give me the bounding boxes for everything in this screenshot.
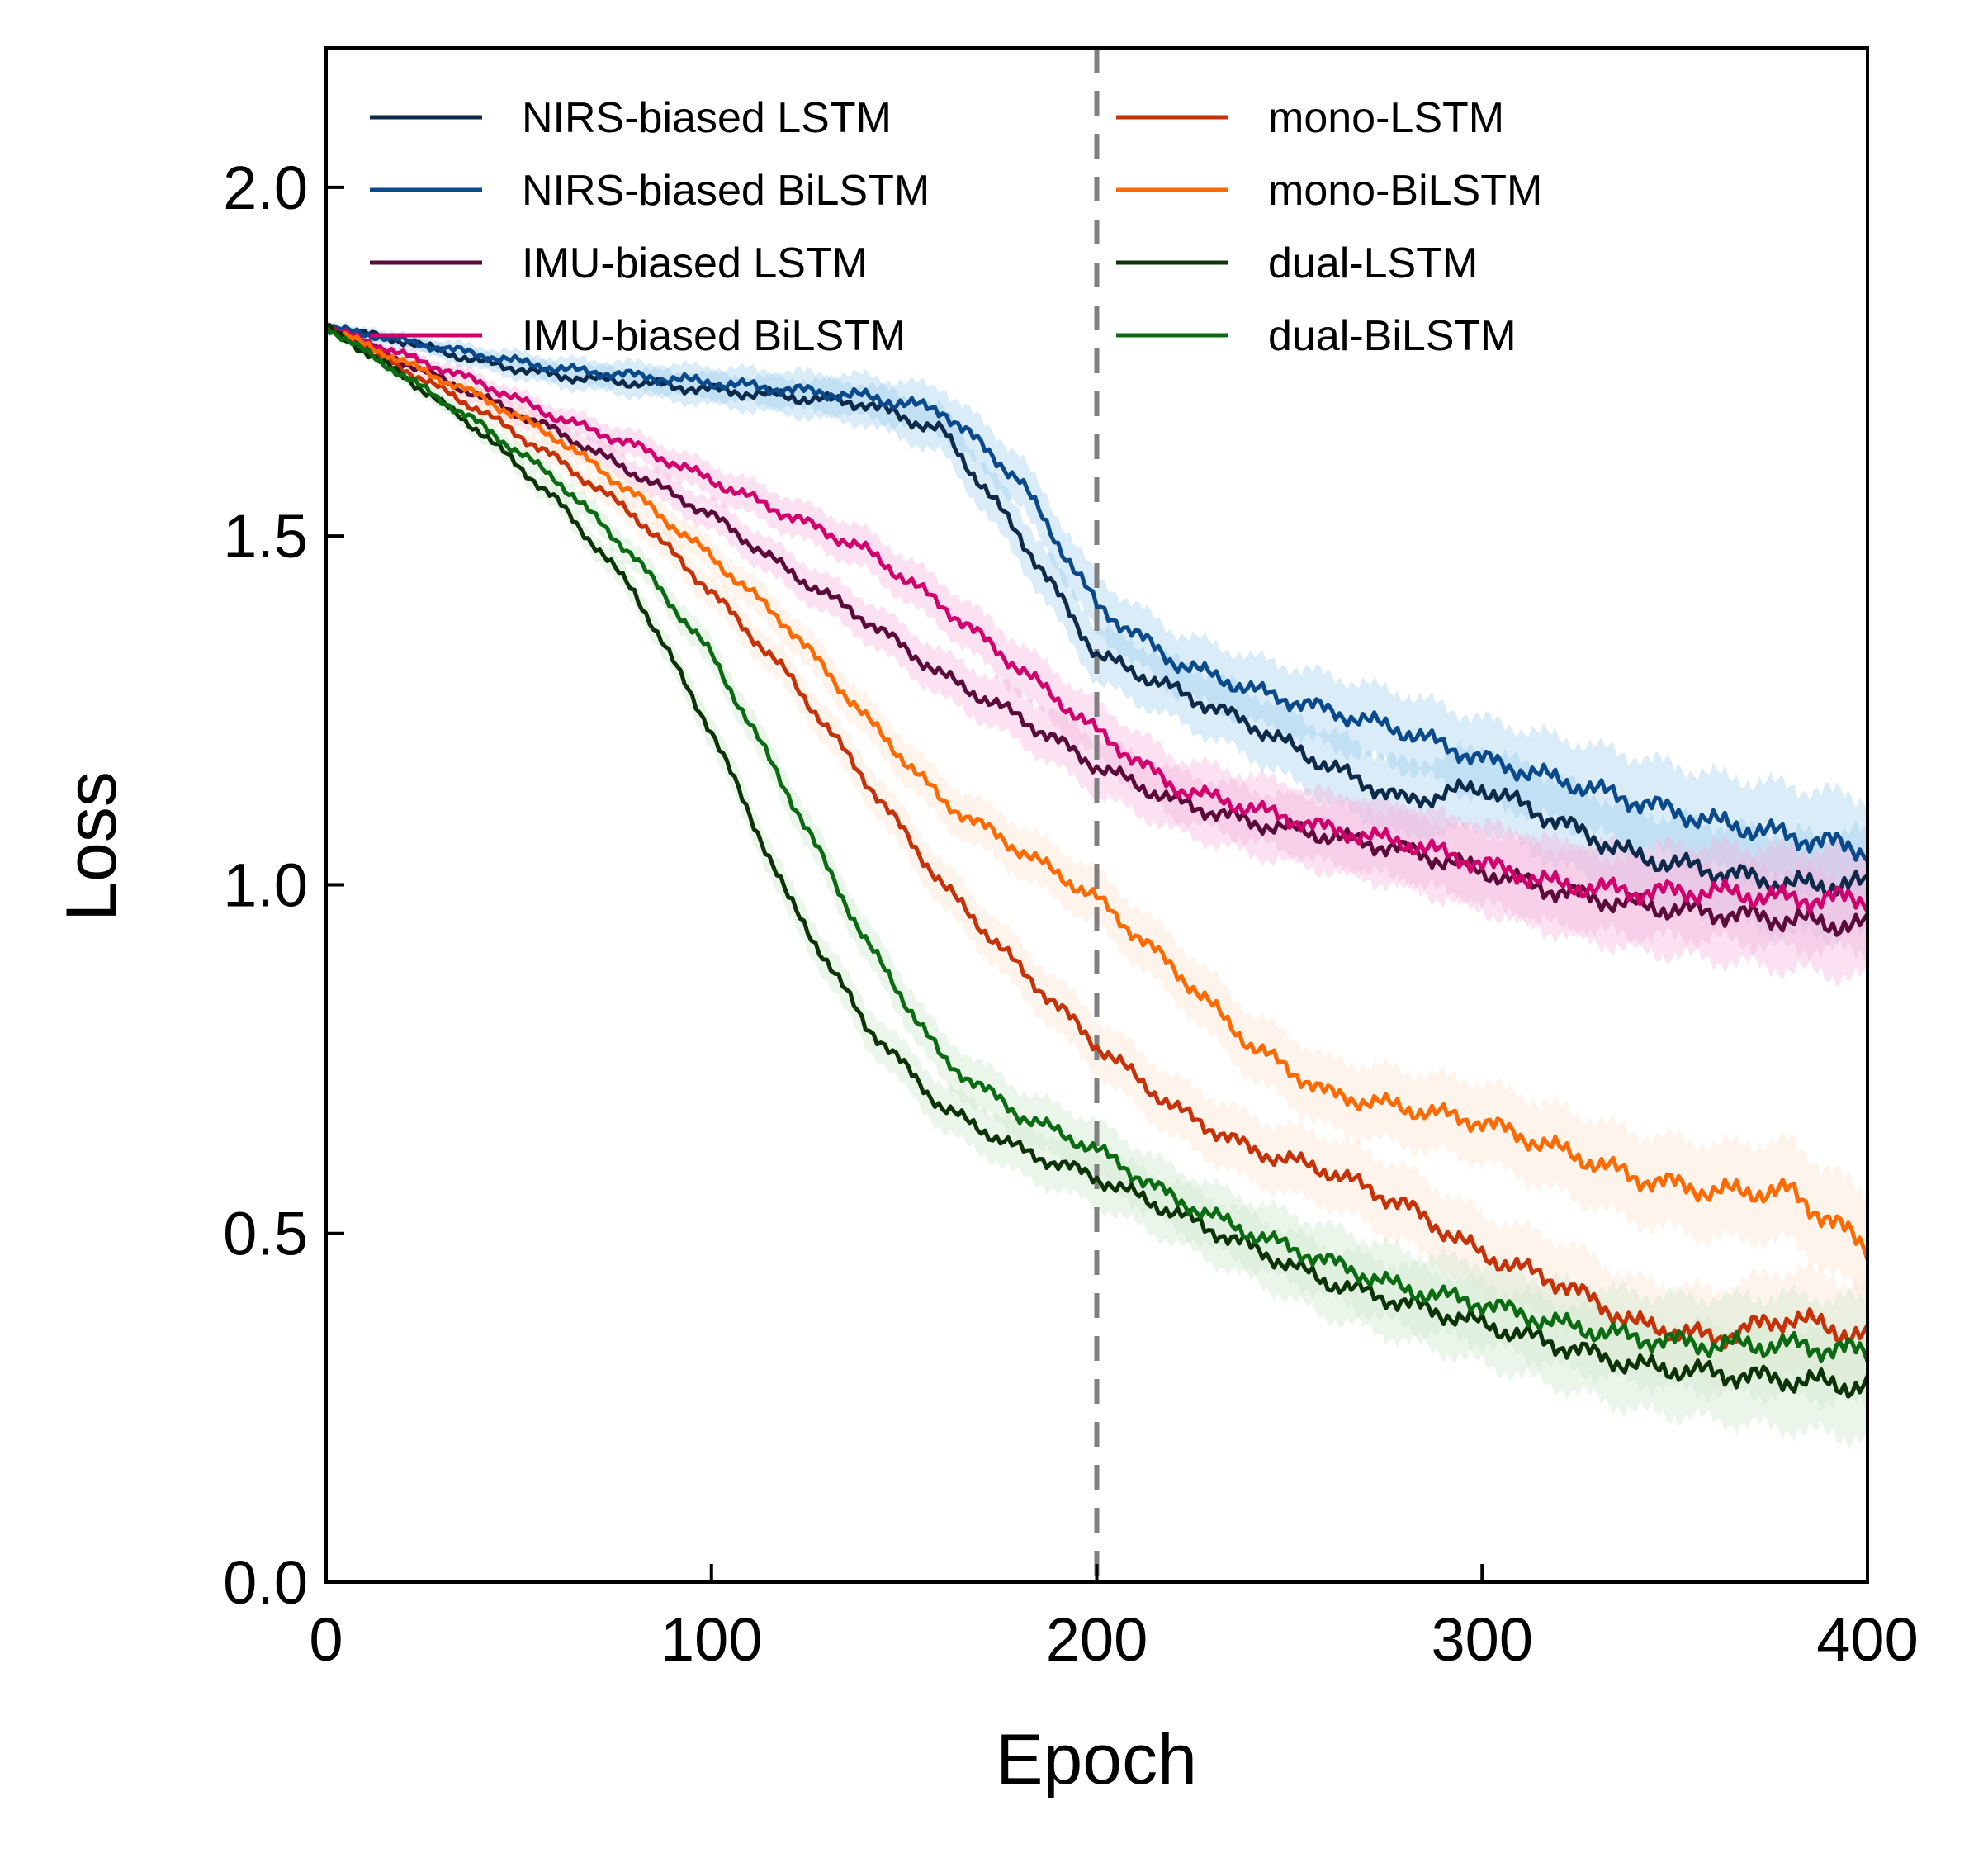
legend-label: IMU-biased LSTM — [522, 239, 868, 287]
series-line — [325, 323, 1870, 1399]
series-line — [324, 327, 1870, 1261]
legend-label: dual-BiLSTM — [1268, 312, 1517, 360]
legend-label: IMU-biased BiLSTM — [522, 312, 906, 360]
y-axis-ticks: 0.0 0.5 1.0 1.5 2.0 — [223, 154, 344, 1617]
y-axis-label: Loss — [52, 771, 131, 922]
y-tick-label: 0.0 — [223, 1548, 308, 1617]
x-tick-label: 100 — [660, 1605, 762, 1674]
series-band — [326, 325, 1867, 1312]
series-line — [324, 324, 1870, 863]
series-line — [325, 323, 1870, 937]
legend-label: NIRS-biased LSTM — [522, 94, 892, 142]
series-line — [325, 323, 1870, 1350]
y-tick-label: 0.5 — [223, 1200, 308, 1268]
series-band — [326, 324, 1867, 1414]
series-line — [325, 324, 1869, 897]
series-line — [324, 326, 1870, 915]
x-axis-ticks: 0 100 200 300 400 — [309, 1564, 1919, 1674]
series-lines — [324, 323, 1870, 1399]
legend: NIRS-biased LSTM NIRS-biased BiLSTM IMU-bi… — [370, 94, 1542, 360]
x-tick-label: 400 — [1816, 1605, 1918, 1674]
x-tick-label: 0 — [309, 1605, 343, 1674]
series-line — [324, 326, 1870, 1364]
legend-label: dual-LSTM — [1268, 239, 1478, 287]
y-tick-label: 1.0 — [223, 851, 308, 919]
legend-label: mono-BiLSTM — [1268, 167, 1542, 215]
y-tick-label: 2.0 — [223, 154, 308, 222]
x-tick-label: 300 — [1432, 1605, 1533, 1674]
y-tick-label: 1.5 — [223, 502, 308, 571]
x-tick-label: 200 — [1046, 1605, 1148, 1674]
legend-label: mono-LSTM — [1268, 94, 1504, 142]
x-axis-label: Epoch — [996, 1720, 1197, 1799]
legend-label: NIRS-biased BiLSTM — [522, 167, 930, 215]
